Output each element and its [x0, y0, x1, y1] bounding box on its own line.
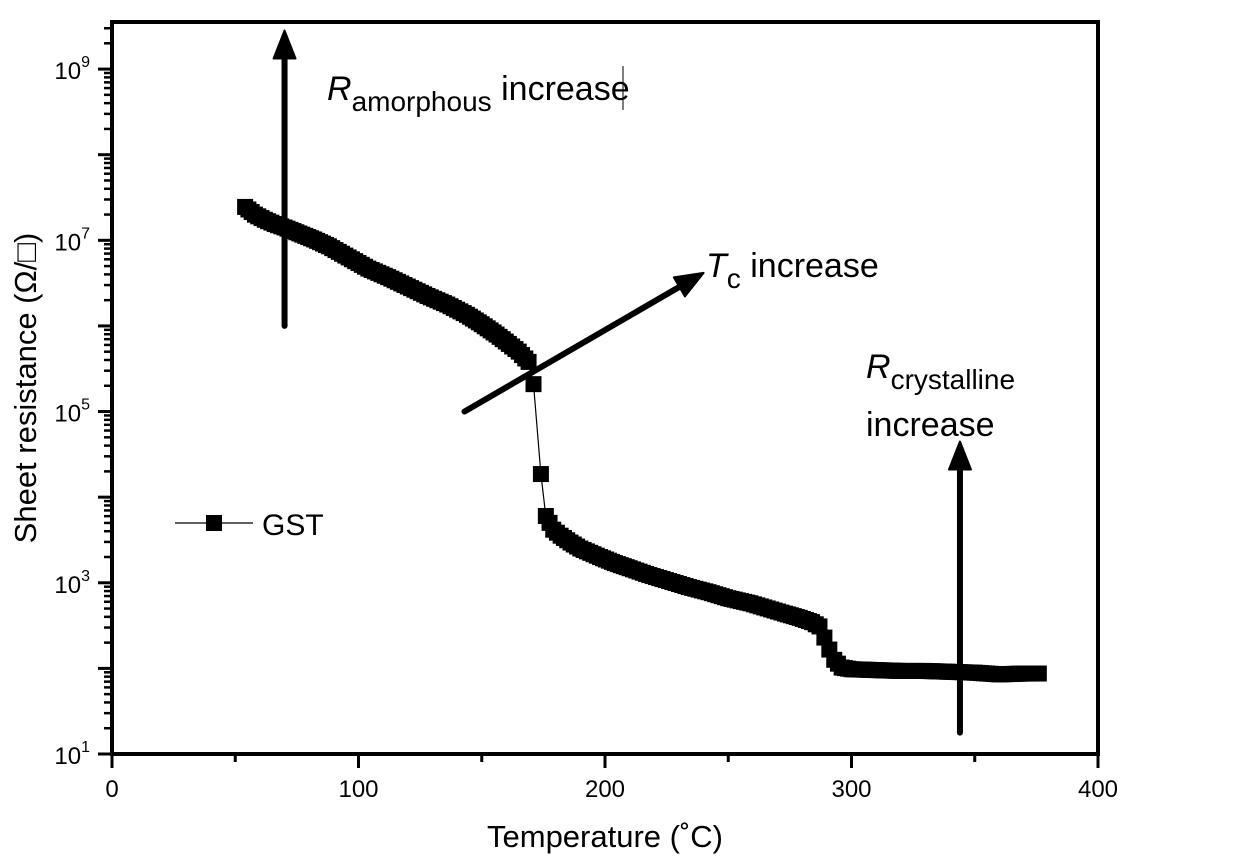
legend-marker	[206, 515, 222, 531]
arrow-head	[672, 271, 705, 298]
arrow-head	[947, 440, 972, 471]
legend-label: GST	[262, 509, 324, 542]
y-axis-title: Sheet resistance (Ω/□)	[8, 233, 43, 544]
y-tick-label: 107	[54, 225, 90, 256]
x-tick-label: 200	[585, 776, 625, 803]
data-point	[525, 376, 542, 393]
y-tick-label: 101	[54, 739, 90, 770]
x-axis-title: Temperature (˚C)	[487, 819, 723, 854]
label-r-crystalline-increase: increase	[866, 406, 995, 444]
label-tc-increase: Tc increase	[706, 247, 879, 294]
x-tick-label: 300	[831, 776, 871, 803]
data-point	[1030, 665, 1047, 682]
x-tick-label: 100	[338, 776, 378, 803]
arrow-shaft	[461, 283, 683, 415]
y-tick-label: 103	[54, 568, 90, 599]
x-tick-label: 400	[1078, 776, 1118, 803]
axes: 0 100 200 300 400 101 103 105 107 109	[54, 20, 1118, 803]
arrow-r-crystalline	[947, 440, 972, 736]
label-r-crystalline: Rcrystalline	[866, 348, 1015, 395]
series-gst	[237, 198, 1047, 683]
arrow-tc	[461, 271, 705, 415]
legend: GST	[175, 509, 324, 542]
data-point	[532, 466, 549, 483]
arrow-r-amorphous	[272, 29, 297, 329]
y-tick-label: 105	[54, 397, 90, 428]
data-point	[520, 353, 537, 370]
y-tick-label: 109	[54, 54, 90, 85]
x-tick-label: 0	[105, 776, 118, 803]
annotations: Ramorphous increase Tc increase Rcrystalli…	[272, 29, 1015, 736]
arrow-head	[272, 29, 297, 60]
label-r-amorphous-increase: Ramorphous increase	[327, 70, 630, 117]
